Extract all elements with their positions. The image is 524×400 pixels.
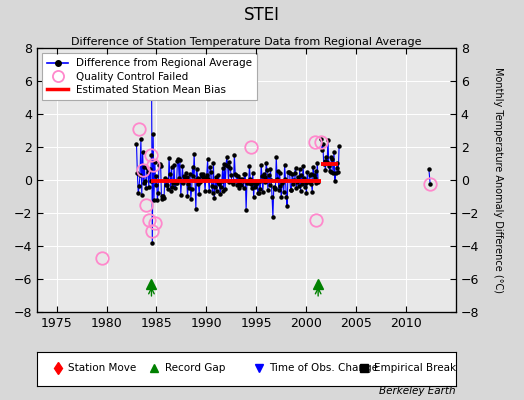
Text: STEI: STEI: [244, 6, 280, 24]
Title: Difference of Station Temperature Data from Regional Average: Difference of Station Temperature Data f…: [71, 37, 421, 47]
Y-axis label: Monthly Temperature Anomaly Difference (°C): Monthly Temperature Anomaly Difference (…: [493, 67, 503, 293]
Text: Empirical Break: Empirical Break: [374, 363, 456, 373]
Legend: Difference from Regional Average, Quality Control Failed, Estimated Station Mean: Difference from Regional Average, Qualit…: [42, 53, 257, 100]
Text: Station Move: Station Move: [68, 363, 136, 373]
Text: Record Gap: Record Gap: [165, 363, 225, 373]
Text: Berkeley Earth: Berkeley Earth: [379, 386, 456, 396]
Text: Time of Obs. Change: Time of Obs. Change: [269, 363, 378, 373]
